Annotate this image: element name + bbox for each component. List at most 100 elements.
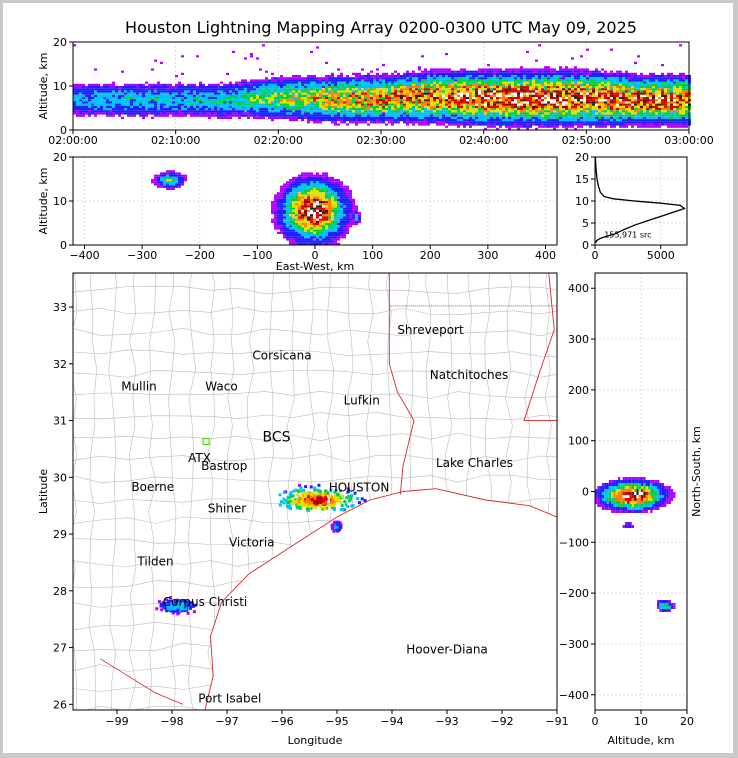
source-density-cell	[337, 81, 340, 84]
source-density-cell	[295, 185, 298, 188]
source-density-cell	[277, 194, 280, 197]
source-density-cell	[577, 119, 580, 122]
source-density-cell	[301, 192, 304, 195]
source-density-cell	[163, 183, 166, 186]
source-density-cell	[529, 75, 532, 78]
source-density-cell	[640, 81, 643, 84]
source-density-cell	[289, 201, 292, 204]
source-density-cell	[652, 72, 655, 75]
source-density-cell	[82, 90, 85, 93]
source-density-cell	[670, 101, 673, 104]
source-density-cell	[271, 86, 274, 89]
source-density-cell	[295, 79, 298, 82]
source-density-cell	[397, 112, 400, 115]
source-density-cell	[214, 110, 217, 113]
source-density-cell	[352, 72, 355, 75]
source-density-cell	[403, 79, 406, 82]
source-density-cell	[253, 103, 256, 106]
source-density-cell	[286, 190, 289, 193]
source-density-cell	[256, 97, 259, 100]
source-density-cell	[562, 112, 565, 115]
source-density-cell	[244, 86, 247, 89]
source-density-cell	[379, 108, 382, 111]
source-density-cell	[154, 105, 157, 108]
source-density-cell	[499, 68, 502, 71]
source-density-cell	[652, 77, 655, 80]
source-density-cell	[202, 103, 205, 106]
source-density-cell	[514, 86, 517, 89]
source-density-cell	[445, 121, 448, 124]
source-density-cell	[427, 108, 430, 111]
source-density-cell	[664, 101, 667, 104]
source-density-cell	[571, 94, 574, 97]
source-density-cell	[433, 77, 436, 80]
source-density-cell	[391, 77, 394, 80]
source-density-cell	[451, 70, 454, 73]
source-density-cell	[445, 99, 448, 102]
source-density-cell	[178, 97, 181, 100]
source-density-cell	[115, 112, 118, 115]
source-density-cell	[601, 101, 604, 104]
source-density-cell	[301, 225, 304, 228]
source-density-cell	[298, 179, 301, 182]
source-density-cell	[490, 88, 493, 91]
source-density-cell	[202, 108, 205, 111]
source-density-cell	[553, 121, 556, 124]
source-density-cell	[424, 88, 427, 91]
source-density-cell	[316, 90, 319, 93]
source-density-cell	[322, 83, 325, 86]
source-density-cell	[499, 81, 502, 84]
source-density-cell	[142, 94, 145, 97]
source-density-cell	[283, 183, 286, 186]
source-density-cell	[181, 112, 184, 115]
source-density-cell	[325, 108, 328, 111]
source-density-cell	[523, 92, 526, 95]
source-density-cell	[532, 99, 535, 102]
source-density-cell	[511, 121, 514, 124]
source-density-cell	[604, 75, 607, 78]
source-density-cell	[280, 185, 283, 188]
source-density-cell	[673, 101, 676, 104]
source-density-cell	[226, 116, 229, 119]
source-density-cell	[190, 108, 193, 111]
source-density-cell	[487, 105, 490, 108]
source-density-cell	[313, 229, 316, 232]
source-density-cell	[151, 110, 154, 113]
source-density-cell	[604, 114, 607, 117]
source-density-cell	[670, 83, 673, 86]
source-density-cell	[226, 110, 229, 113]
source-density-cell	[439, 112, 442, 115]
source-density-cell	[601, 116, 604, 119]
source-density-cell	[562, 75, 565, 78]
source-density-cell	[616, 101, 619, 104]
source-density-cell	[649, 108, 652, 111]
source-density-cell	[370, 119, 373, 122]
source-density-cell	[601, 68, 604, 71]
source-density-cell	[637, 123, 640, 126]
source-density-cell	[511, 97, 514, 100]
source-density-cell	[295, 207, 298, 210]
source-density-cell	[370, 101, 373, 104]
source-density-cell	[427, 105, 430, 108]
source-density-cell	[118, 90, 121, 93]
source-density-cell	[145, 90, 148, 93]
source-density-cell	[388, 86, 391, 89]
source-density-cell	[136, 101, 139, 104]
source-density-cell	[346, 83, 349, 86]
source-density-cell	[289, 86, 292, 89]
source-density-cell	[361, 114, 364, 117]
source-density-cell	[565, 101, 568, 104]
source-density-cell	[367, 112, 370, 115]
source-density-cell	[280, 116, 283, 119]
source-density-cell	[292, 187, 295, 190]
source-density-cell	[640, 103, 643, 106]
source-density-cell	[673, 83, 676, 86]
source-density-cell	[508, 121, 511, 124]
source-density-cell	[520, 72, 523, 75]
source-density-cell	[250, 110, 253, 113]
source-density-cell	[514, 114, 517, 117]
source-density-cell	[556, 75, 559, 78]
source-density-cell	[268, 97, 271, 100]
source-density-cell	[574, 110, 577, 113]
source-density-cell	[607, 99, 610, 102]
